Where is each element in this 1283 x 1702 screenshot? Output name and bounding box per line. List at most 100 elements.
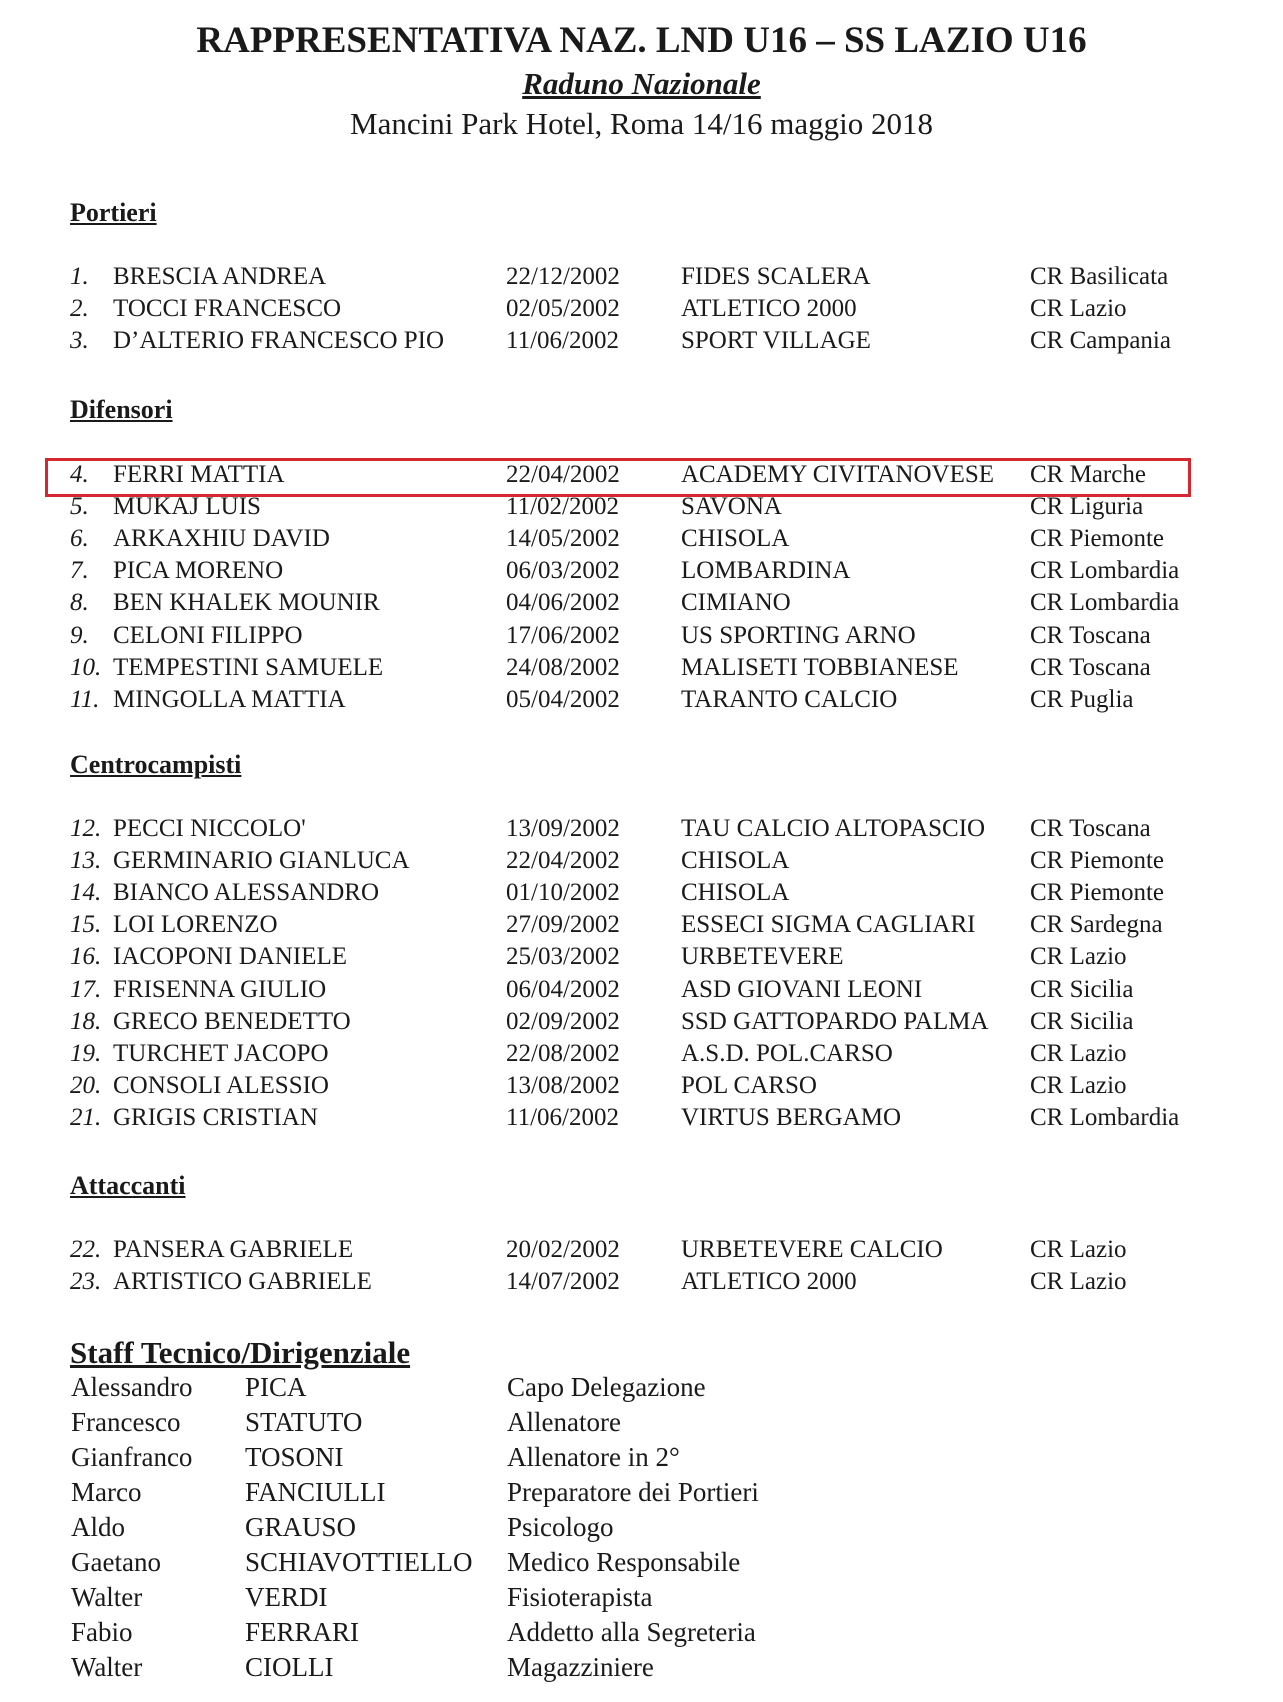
player-cr: CR Liguria [1030, 492, 1144, 520]
player-num: 20. [70, 1072, 102, 1100]
player-dob: 25/03/2002 [506, 943, 620, 971]
player-cr: CR Campania [1030, 326, 1171, 354]
player-dob: 13/08/2002 [506, 1072, 620, 1100]
player-name: FERRI MATTIA [113, 460, 285, 488]
player-dob: 06/04/2002 [506, 975, 620, 1003]
staff-role: Capo Delegazione [507, 1371, 706, 1402]
player-num: 23. [70, 1267, 102, 1295]
player-num: 6. [70, 524, 89, 552]
player-dob: 11/06/2002 [506, 326, 619, 354]
staff-role: Addetto alla Segreteria [507, 1616, 756, 1647]
staff-first: Gianfranco [71, 1441, 193, 1472]
player-club: ACADEMY CIVITANOVESE [681, 460, 995, 488]
player-num: 5. [70, 492, 89, 520]
staff-role: Allenatore in 2° [507, 1441, 680, 1472]
player-num: 15. [70, 911, 102, 939]
staff-first: Alessandro [71, 1371, 193, 1402]
section-heading: Centrocampisti [70, 750, 242, 779]
player-num: 21. [70, 1104, 102, 1132]
player-dob: 22/04/2002 [506, 846, 620, 874]
staff-first: Walter [71, 1651, 143, 1682]
player-dob: 14/07/2002 [506, 1267, 620, 1295]
player-dob: 27/09/2002 [506, 911, 620, 939]
staff-role: Psicologo [507, 1511, 614, 1542]
player-cr: CR Lombardia [1030, 589, 1180, 617]
staff-last: PICA [245, 1371, 307, 1402]
player-dob: 04/06/2002 [506, 589, 620, 617]
player-dob: 22/04/2002 [506, 460, 620, 488]
staff-last: CIOLLI [245, 1651, 334, 1682]
player-cr: CR Lazio [1030, 1072, 1127, 1100]
staff-first: Francesco [71, 1406, 181, 1437]
player-name: CELONI FILIPPO [113, 621, 303, 649]
player-dob: 01/10/2002 [506, 878, 620, 906]
player-club: US SPORTING ARNO [681, 621, 916, 649]
player-club: CHISOLA [681, 878, 790, 906]
staff-first: Aldo [71, 1511, 125, 1542]
player-name: GRIGIS CRISTIAN [113, 1104, 318, 1132]
player-cr: CR Lazio [1030, 943, 1127, 971]
player-name: ARKAXHIU DAVID [113, 524, 330, 552]
staff-last: VERDI [245, 1581, 328, 1612]
player-cr: CR Lazio [1030, 294, 1127, 322]
player-dob: 17/06/2002 [506, 621, 620, 649]
player-cr: CR Marche [1030, 460, 1146, 488]
player-club: ESSECI SIGMA CAGLIARI [681, 911, 976, 939]
player-club: URBETEVERE CALCIO [681, 1235, 943, 1263]
player-cr: CR Toscana [1030, 621, 1151, 649]
player-dob: 22/12/2002 [506, 262, 620, 290]
player-name: TOCCI FRANCESCO [113, 294, 342, 322]
staff-role: Allenatore [507, 1406, 621, 1437]
section-heading: Attaccanti [70, 1171, 186, 1200]
player-dob: 11/06/2002 [506, 1104, 619, 1132]
staff-role: Magazziniere [507, 1651, 654, 1682]
player-club: CHISOLA [681, 846, 790, 874]
staff-last: TOSONI [245, 1441, 344, 1472]
player-cr: CR Puglia [1030, 685, 1134, 713]
player-cr: CR Sardegna [1030, 911, 1163, 939]
player-num: 18. [70, 1007, 102, 1035]
staff-last: GRAUSO [245, 1511, 357, 1542]
player-cr: CR Basilicata [1030, 262, 1169, 290]
staff-first: Walter [71, 1581, 143, 1612]
player-name: TEMPESTINI SAMUELE [113, 653, 384, 681]
player-cr: CR Toscana [1030, 653, 1151, 681]
player-name: FRISENNA GIULIO [113, 975, 327, 1003]
staff-role: Medico Responsabile [507, 1546, 741, 1577]
player-dob: 20/02/2002 [506, 1235, 620, 1263]
staff-last: FERRARI [245, 1616, 360, 1647]
player-name: D’ALTERIO FRANCESCO PIO [113, 326, 445, 354]
player-club: CIMIANO [681, 589, 791, 617]
player-cr: CR Lazio [1030, 1235, 1127, 1263]
player-cr: CR Lombardia [1030, 557, 1180, 585]
section-heading: Difensori [70, 395, 173, 424]
player-name: PANSERA GABRIELE [113, 1235, 354, 1263]
player-num: 9. [70, 621, 89, 649]
player-num: 8. [70, 589, 89, 617]
player-dob: 02/09/2002 [506, 1007, 620, 1035]
player-club: FIDES SCALERA [681, 262, 871, 290]
player-club: POL CARSO [681, 1072, 817, 1100]
player-cr: CR Piemonte [1030, 846, 1165, 874]
player-cr: CR Sicilia [1030, 975, 1134, 1003]
section-heading: Portieri [70, 198, 157, 227]
player-dob: 11/02/2002 [506, 492, 619, 520]
player-club: SPORT VILLAGE [681, 326, 871, 354]
player-num: 3. [70, 326, 89, 354]
player-dob: 13/09/2002 [506, 814, 620, 842]
staff-last: FANCIULLI [245, 1476, 386, 1507]
staff-first: Gaetano [71, 1546, 161, 1577]
player-cr: CR Lombardia [1030, 1104, 1180, 1132]
player-cr: CR Piemonte [1030, 524, 1165, 552]
player-num: 11. [70, 685, 100, 713]
player-name: BIANCO ALESSANDRO [113, 878, 380, 906]
player-name: PECCI NICCOLO' [113, 814, 306, 842]
player-dob: 14/05/2002 [506, 524, 620, 552]
staff-role: Preparatore dei Portieri [507, 1476, 759, 1507]
player-club: LOMBARDINA [681, 557, 851, 585]
document-subtitle: Raduno Nazionale [522, 66, 761, 101]
player-name: LOI LORENZO [113, 911, 278, 939]
player-num: 12. [70, 814, 102, 842]
player-club: TARANTO CALCIO [681, 685, 898, 713]
player-club: VIRTUS BERGAMO [681, 1104, 902, 1132]
